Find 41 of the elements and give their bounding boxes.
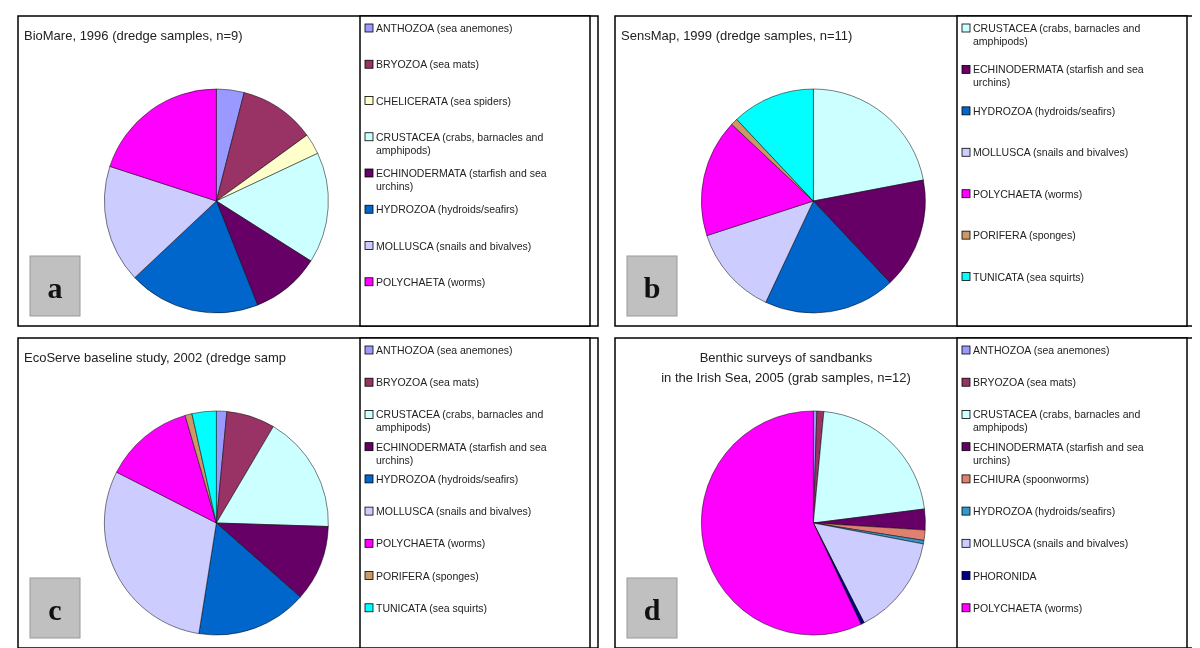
text: c [48, 593, 62, 626]
legend-label: HYDROZOA (hydroids/seafirs) [376, 203, 519, 216]
legend-label: ANTHOZOA (sea anemones) [376, 22, 513, 34]
legend-label: MOLLUSCA (snails and bivalves) [376, 505, 532, 518]
legend-label: MOLLUSCA (snails and bivalves) [376, 239, 532, 252]
legend-label: BRYOZOA (sea mats) [376, 58, 480, 71]
legend-label: ECHIURA (spoonworms) [973, 472, 1090, 485]
legend-label: TUNICATA (sea squirts) [376, 601, 488, 614]
legend-label: MOLLUSCA (snails and bivalves) [973, 146, 1129, 159]
text: BioMare, 1996 (dredge samples, n=9) [24, 28, 243, 43]
text: d [643, 593, 661, 626]
text: SensMap, 1999 (dredge samples, n=11) [621, 28, 853, 43]
legend-label: ECHINODERMATA (starfish and sea urchins) [376, 440, 547, 466]
legend-label: POLYCHAETA (worms) [973, 601, 1083, 614]
text: EcoServe baseline study, 2002 (dredge samp [24, 350, 287, 365]
legend-label: POLYCHAETA (worms) [376, 275, 486, 288]
legend-label: ECHINODERMATA (starfish and sea urchins) [973, 63, 1144, 89]
text: a [47, 271, 63, 304]
legend-label: ANTHOZOA (sea anemones) [973, 344, 1110, 356]
legend-label: ECHINODERMATA (starfish and sea urchins) [973, 440, 1144, 466]
text: Benthic surveys of sandbanks in the Irish Sea, 2005 (grab samples, n=12) [661, 350, 911, 385]
legend-label: HYDROZOA (hydroids/seafirs) [973, 104, 1116, 117]
legend-label: CHELICERATA (sea spiders) [376, 94, 511, 107]
legend-label: ANTHOZOA (sea anemones) [376, 344, 513, 356]
legend-label: POLYCHAETA (worms) [973, 187, 1083, 200]
legend-label: MOLLUSCA (snails and bivalves) [973, 537, 1129, 550]
legend-label: CRUSTACEA (crabs, barnacles and amphipods) [973, 22, 1141, 47]
legend-label: BRYOZOA (sea mats) [376, 376, 480, 389]
legend-label: ECHINODERMATA (starfish and sea urchins) [376, 167, 547, 192]
legend-label: TUNICATA (sea squirts) [973, 270, 1085, 283]
legend-label: CRUSTACEA (crabs, barnacles and amphipods) [973, 408, 1141, 434]
legend-label: PORIFERA (sponges) [376, 569, 479, 582]
legend-label: PORIFERA (sponges) [973, 229, 1076, 242]
legend-label: CRUSTACEA (crabs, barnacles and amphipods) [376, 408, 544, 434]
legend-label: PHORONIDA [973, 569, 1037, 582]
legend-label: BRYOZOA (sea mats) [973, 376, 1077, 389]
legend-label: HYDROZOA (hydroids/seafirs) [376, 472, 519, 485]
legend-label: HYDROZOA (hydroids/seafirs) [973, 505, 1116, 518]
legend-label: POLYCHAETA (worms) [376, 537, 486, 550]
text: b [643, 271, 661, 304]
legend-label: CRUSTACEA (crabs, barnacles and amphipods) [376, 130, 544, 156]
